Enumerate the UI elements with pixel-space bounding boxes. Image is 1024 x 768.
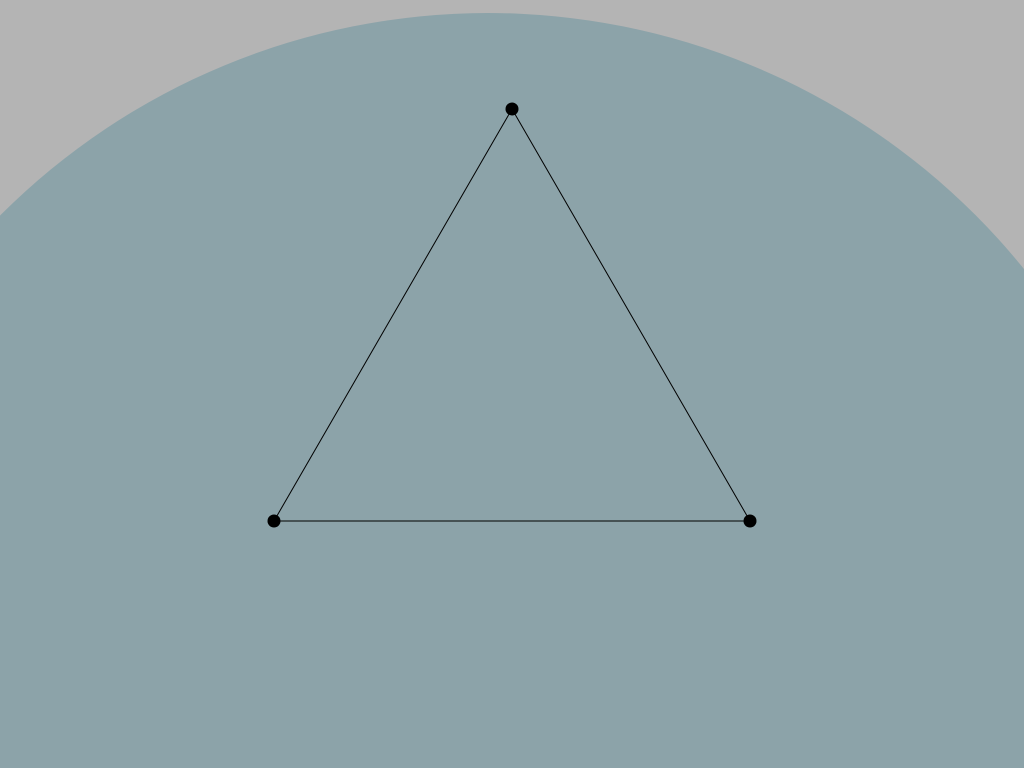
vertex-bottom-right[interactable]: [743, 514, 757, 528]
edge-top-bottom-left: [273, 108, 513, 522]
edge-top-bottom-right: [511, 108, 751, 522]
triangle-vertices: [267, 102, 757, 528]
background-disc: [0, 13, 1024, 768]
vertex-bottom-left[interactable]: [267, 514, 281, 528]
triangle-edges: [273, 108, 751, 522]
vertex-top[interactable]: [505, 102, 519, 116]
